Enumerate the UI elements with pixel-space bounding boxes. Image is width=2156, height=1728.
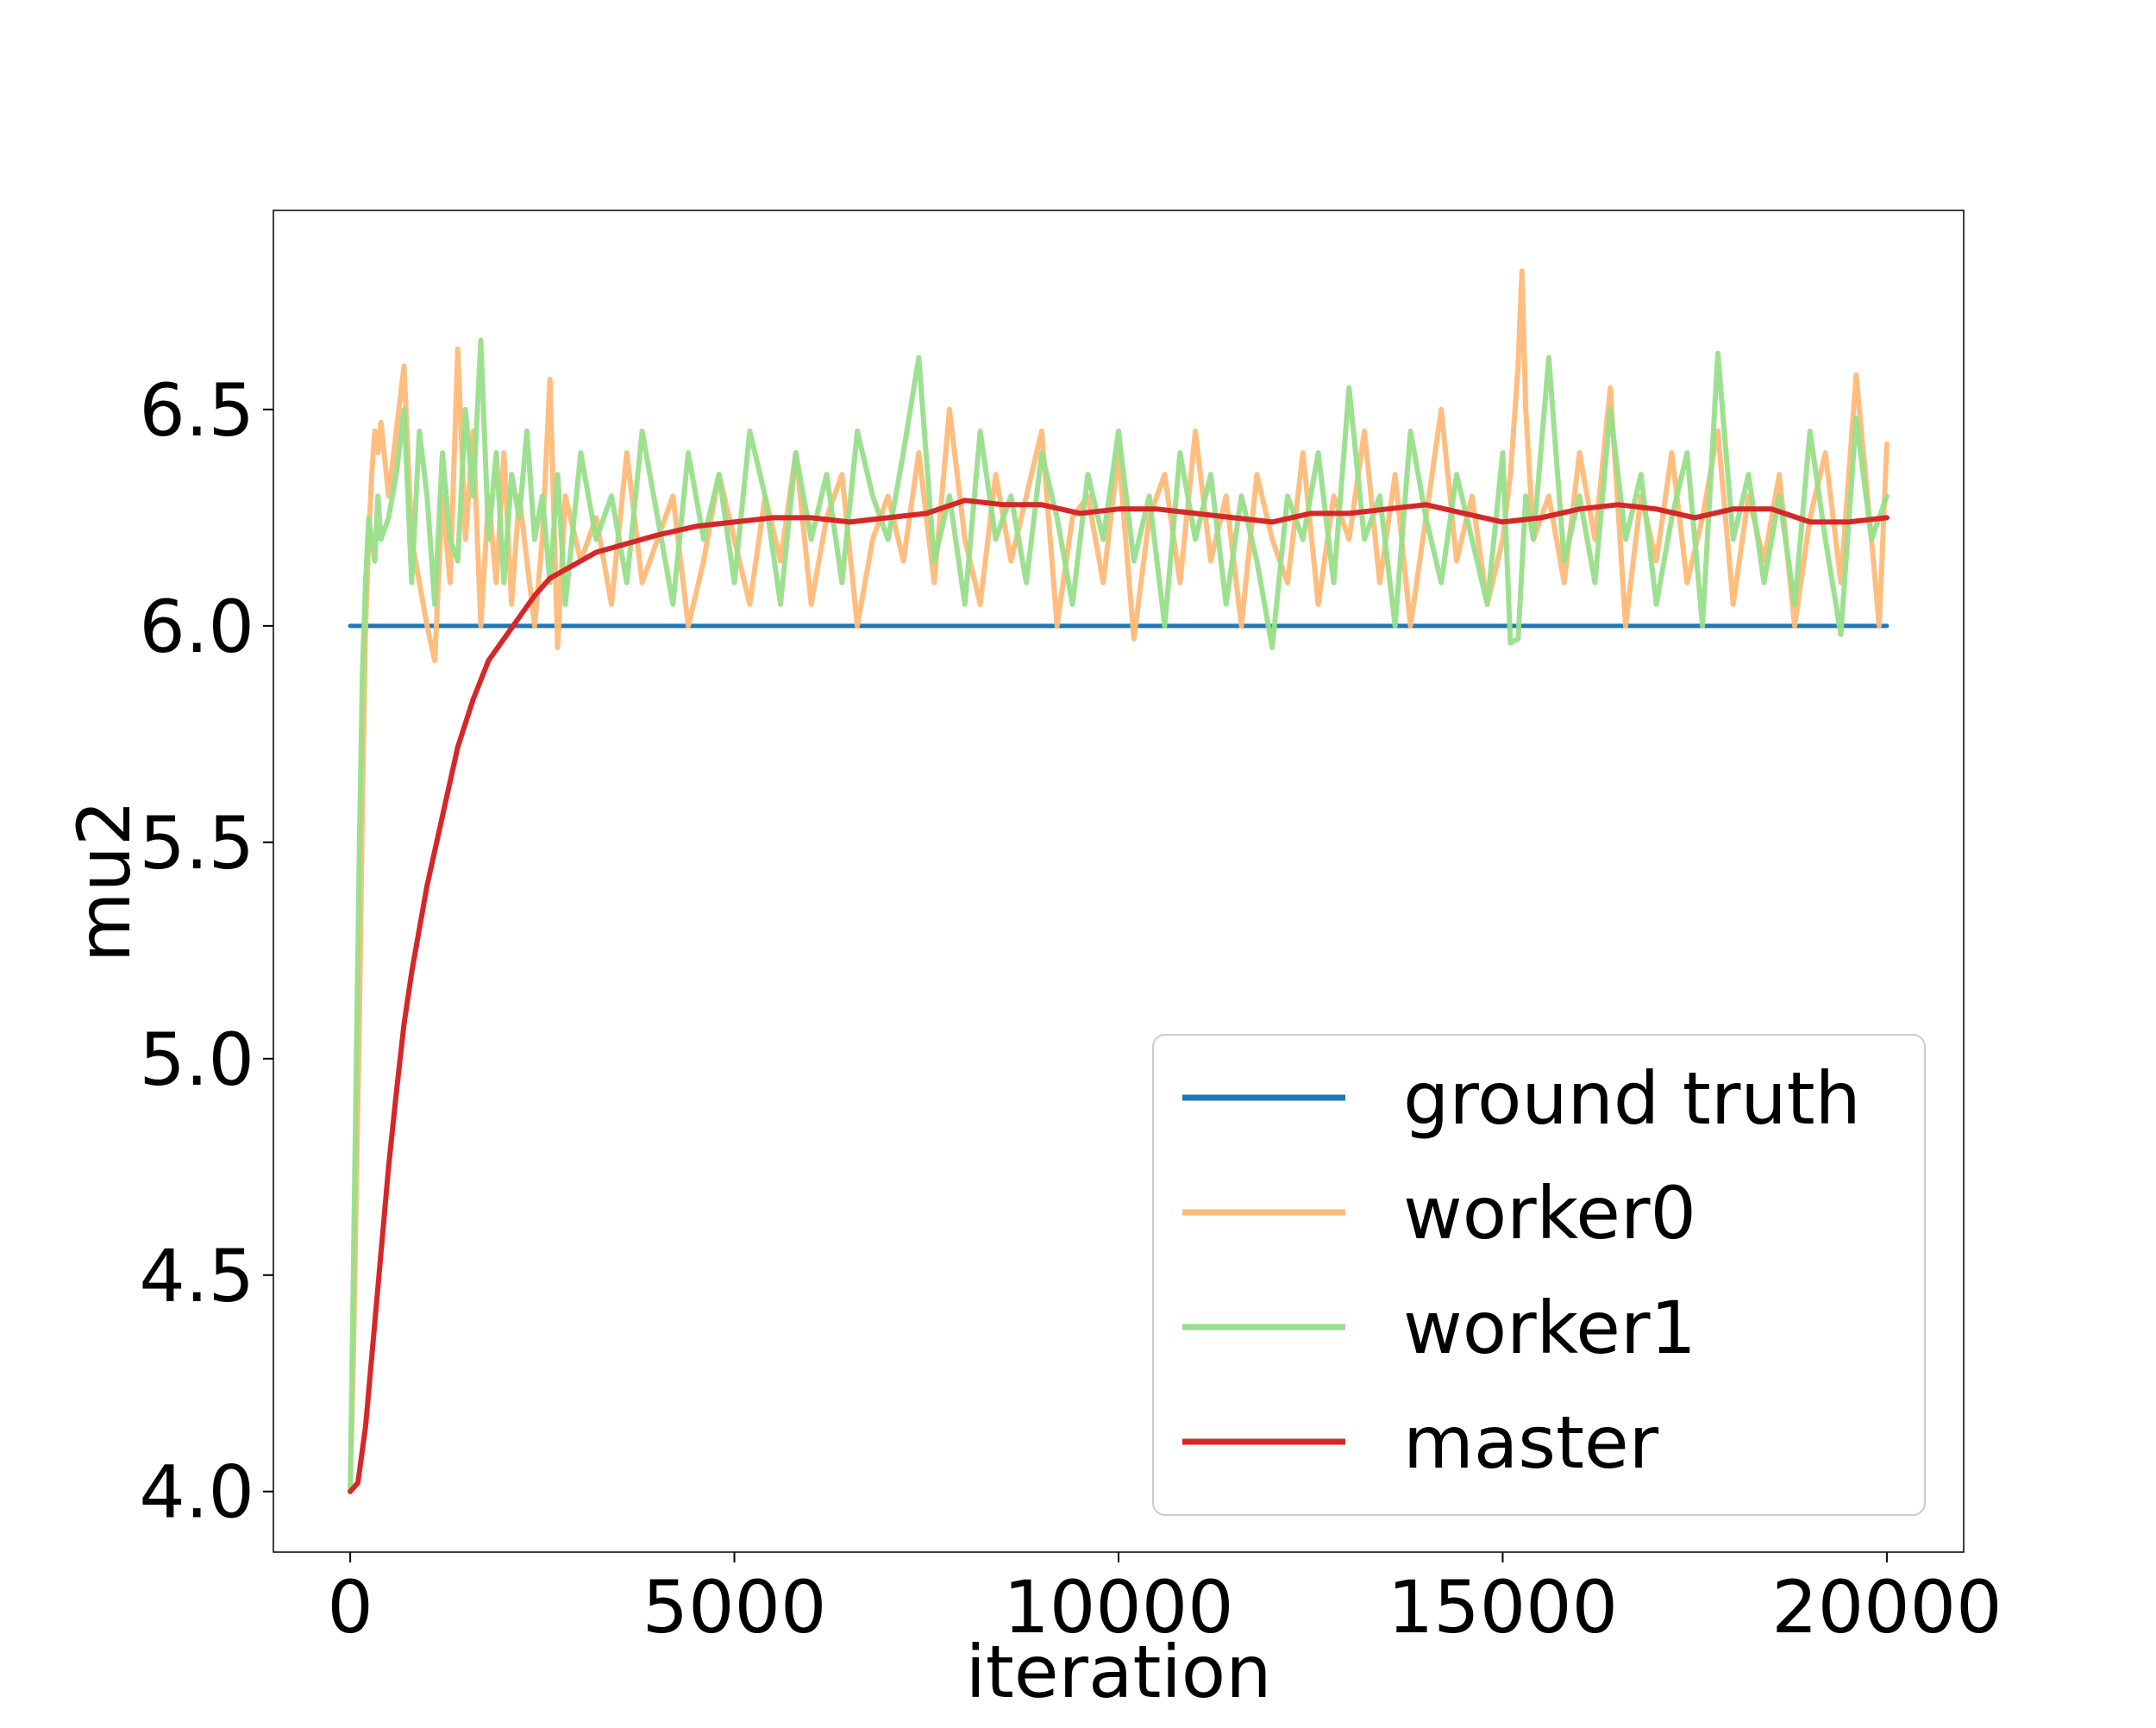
x-axis-label: iteration [966, 1630, 1272, 1714]
series-line-worker1 [348, 337, 1890, 1494]
y-tick-label: 6.5 [139, 368, 254, 453]
legend-box [1152, 1034, 1926, 1516]
y-tick-label: 6.0 [139, 585, 254, 669]
x-tick-label: 15000 [1388, 1565, 1618, 1650]
y-tick-label: 5.0 [139, 1017, 254, 1102]
y-tick-label: 5.5 [139, 801, 254, 886]
legend-label: worker1 [1403, 1286, 1696, 1370]
legend-label: ground truth [1403, 1056, 1861, 1141]
y-axis-label: mu2 [62, 800, 147, 963]
series-line-master [348, 498, 1890, 1494]
x-tick-label: 20000 [1771, 1565, 2002, 1650]
legend: ground truth worker0 worker1 master [1152, 1034, 1926, 1516]
y-axis: 4.0 4.5 5.0 5.5 6.0 6.5 [139, 368, 273, 1535]
x-axis: 0 5000 10000 15000 20000 [327, 1552, 2002, 1650]
legend-label: worker0 [1403, 1171, 1696, 1255]
x-tick-label: 10000 [1003, 1565, 1233, 1650]
y-tick-label: 4.0 [139, 1450, 254, 1535]
plot-layer [348, 268, 1890, 1494]
x-tick-label: 0 [327, 1565, 373, 1650]
legend-label: master [1403, 1400, 1659, 1485]
x-tick-label: 5000 [642, 1565, 827, 1650]
y-tick-label: 4.5 [139, 1234, 254, 1318]
